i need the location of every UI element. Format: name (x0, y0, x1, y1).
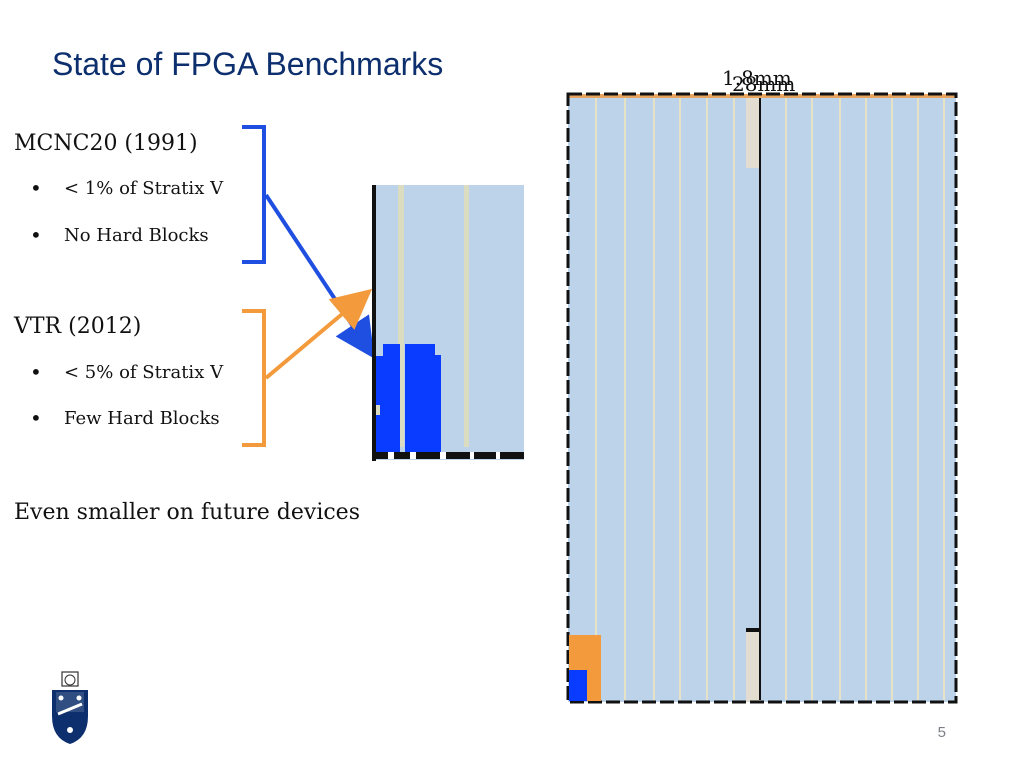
page-number: 5 (937, 724, 946, 741)
chip-dimension-label: 28mm (732, 72, 796, 96)
chip-dimension-label: 1.8mm (722, 66, 792, 90)
bullet-dot-icon: • (30, 406, 42, 430)
bullet-dot-icon: • (30, 176, 42, 200)
mcnc-arrow (264, 193, 375, 359)
vtr-bracket (242, 309, 266, 447)
future-devices-note: Even smaller on future devices (14, 500, 360, 525)
zoomed-chip-region (372, 185, 524, 461)
university-crest-icon (52, 671, 88, 744)
bullet-text: Few Hard Blocks (64, 408, 220, 429)
bullet-text: No Hard Blocks (64, 225, 209, 246)
bullet-text: < 5% of Stratix V (64, 362, 224, 383)
mcnc-bracket (242, 125, 266, 264)
bullet-dot-icon: • (30, 223, 42, 247)
bullet-text: < 1% of Stratix V (64, 178, 224, 199)
bullet-dot-icon: • (30, 360, 42, 384)
full-chip (566, 92, 958, 704)
vtr-arrow (264, 288, 373, 380)
section-heading-vtr: VTR (2012) (14, 314, 142, 339)
slide-title: State of FPGA Benchmarks (52, 46, 444, 82)
section-heading-mcnc20: MCNC20 (1991) (14, 131, 198, 156)
